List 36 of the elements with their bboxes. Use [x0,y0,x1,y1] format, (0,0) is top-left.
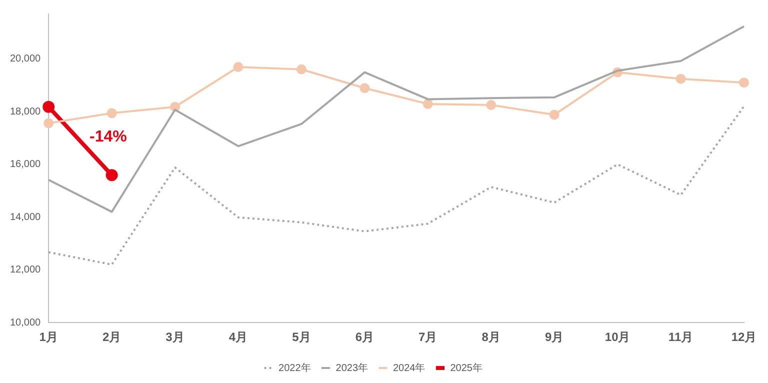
annotation: -14% [90,128,127,146]
legend-label: 2023年 [336,362,368,374]
point [739,78,749,88]
point [486,100,496,110]
point [42,100,55,113]
point [422,98,433,109]
y-tick-label: 16,000 [10,159,42,170]
y-tick-label: 10,000 [10,317,42,328]
x-tick-label: 5月 [292,330,311,344]
x-tick-label: 9月 [545,330,564,344]
point [549,110,560,120]
x-tick-label: 12月 [731,330,757,344]
x-tick-label: 4月 [228,330,248,344]
point [233,62,244,72]
x-tick-label: 8月 [482,330,500,344]
x-tick-label: 7月 [418,330,438,344]
x-tick-label: 10月 [604,330,630,344]
point [106,108,117,118]
line-series [48,105,745,266]
x-tick-label: 11月 [668,330,694,344]
point [44,118,54,128]
legend-label: 2024年 [393,362,426,374]
point [296,64,306,74]
y-tick-label: 20,000 [10,54,42,65]
x-tick-label: 2月 [102,330,122,344]
x-tick-label: 1月 [39,330,58,344]
y-tick-label: 12,000 [10,264,42,276]
x-tick-label: 3月 [166,330,184,344]
point [676,74,686,84]
x-tick-label: 6月 [355,330,374,344]
point [360,83,370,94]
y-tick-label: 18,000 [10,106,42,118]
point [106,169,118,182]
legend-label: 2025年 [450,362,482,374]
legend-label: 2022年 [278,362,311,374]
y-tick-label: 14,000 [10,212,42,223]
